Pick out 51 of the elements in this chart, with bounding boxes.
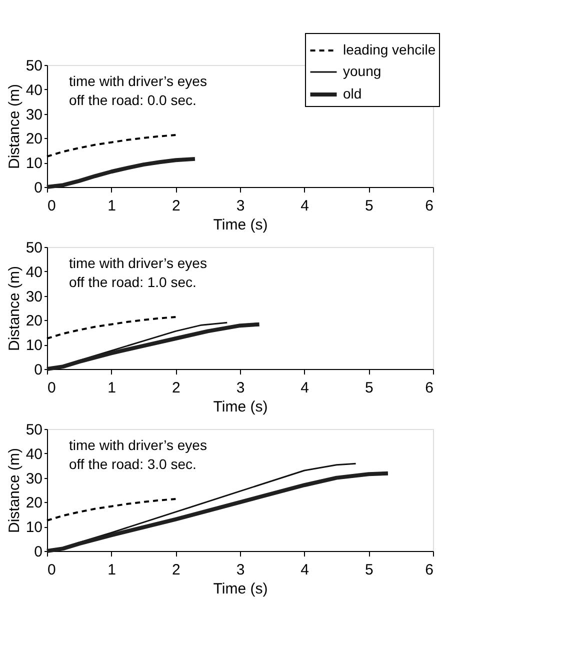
x-tick-label: 1 [108,380,116,396]
y-tick-label: 20 [26,312,42,330]
x-tick-label: 0 [48,562,56,578]
annotation: time with driver’s eyes off the road: 1.0 sec. [69,255,207,290]
legend-label: young [343,63,382,79]
y-tick-label: 10 [26,155,42,172]
x-tick-label: 4 [300,198,310,214]
x-tick-label: 1 [108,562,116,578]
x-tick-label: 0 [48,198,56,214]
x-tick-label: 4 [300,562,310,578]
y-tick-label: 10 [26,519,42,536]
y-tick-label: 30 [26,470,42,488]
x-axis-title: Time (s) [213,216,268,234]
y-tick-label: 20 [26,130,42,148]
x-tick-label: 3 [236,380,245,396]
x-tick-label: 6 [425,198,434,214]
y-tick-label: 50 [26,422,42,438]
y-tick-label: 0 [34,544,42,560]
y-tick-label: 20 [26,494,42,512]
x-tick-label: 0 [48,380,56,396]
x-axis-title: Time (s) [213,580,268,598]
x-tick-label: 5 [364,562,374,578]
x-axis-title: Time (s) [213,398,268,416]
y-tick-label: 40 [26,264,42,281]
y-tick-label: 30 [26,106,42,124]
y-tick-label: 0 [34,362,42,378]
legend-label: leading vehcile [343,42,436,58]
y-tick-label: 50 [26,58,42,74]
y-axis-title: Distance (m) [6,266,23,352]
x-tick-label: 3 [236,198,245,214]
legend-label: old [343,86,362,102]
x-tick-label: 2 [172,198,180,214]
y-axis-title: Distance (m) [6,448,23,534]
annotation: time with driver’s eyes off the road: 3.0 sec. [69,437,207,472]
y-tick-label: 30 [26,288,42,306]
x-tick-label: 1 [108,198,116,214]
x-tick-label: 2 [172,380,180,396]
x-tick-label: 2 [172,562,180,578]
y-axis-title: Distance (m) [6,84,23,170]
x-tick-label: 4 [300,380,310,396]
x-tick-label: 6 [425,562,434,578]
annotation: time with driver’s eyes off the road: 0.0 sec. [69,73,207,108]
x-tick-label: 6 [425,380,434,396]
x-tick-label: 5 [364,380,374,396]
y-tick-label: 10 [26,337,42,354]
x-tick-label: 5 [364,198,374,214]
y-tick-label: 40 [26,446,42,463]
y-tick-label: 0 [34,180,42,196]
y-tick-label: 40 [26,82,42,99]
y-tick-label: 50 [26,240,42,256]
x-tick-label: 3 [236,562,245,578]
